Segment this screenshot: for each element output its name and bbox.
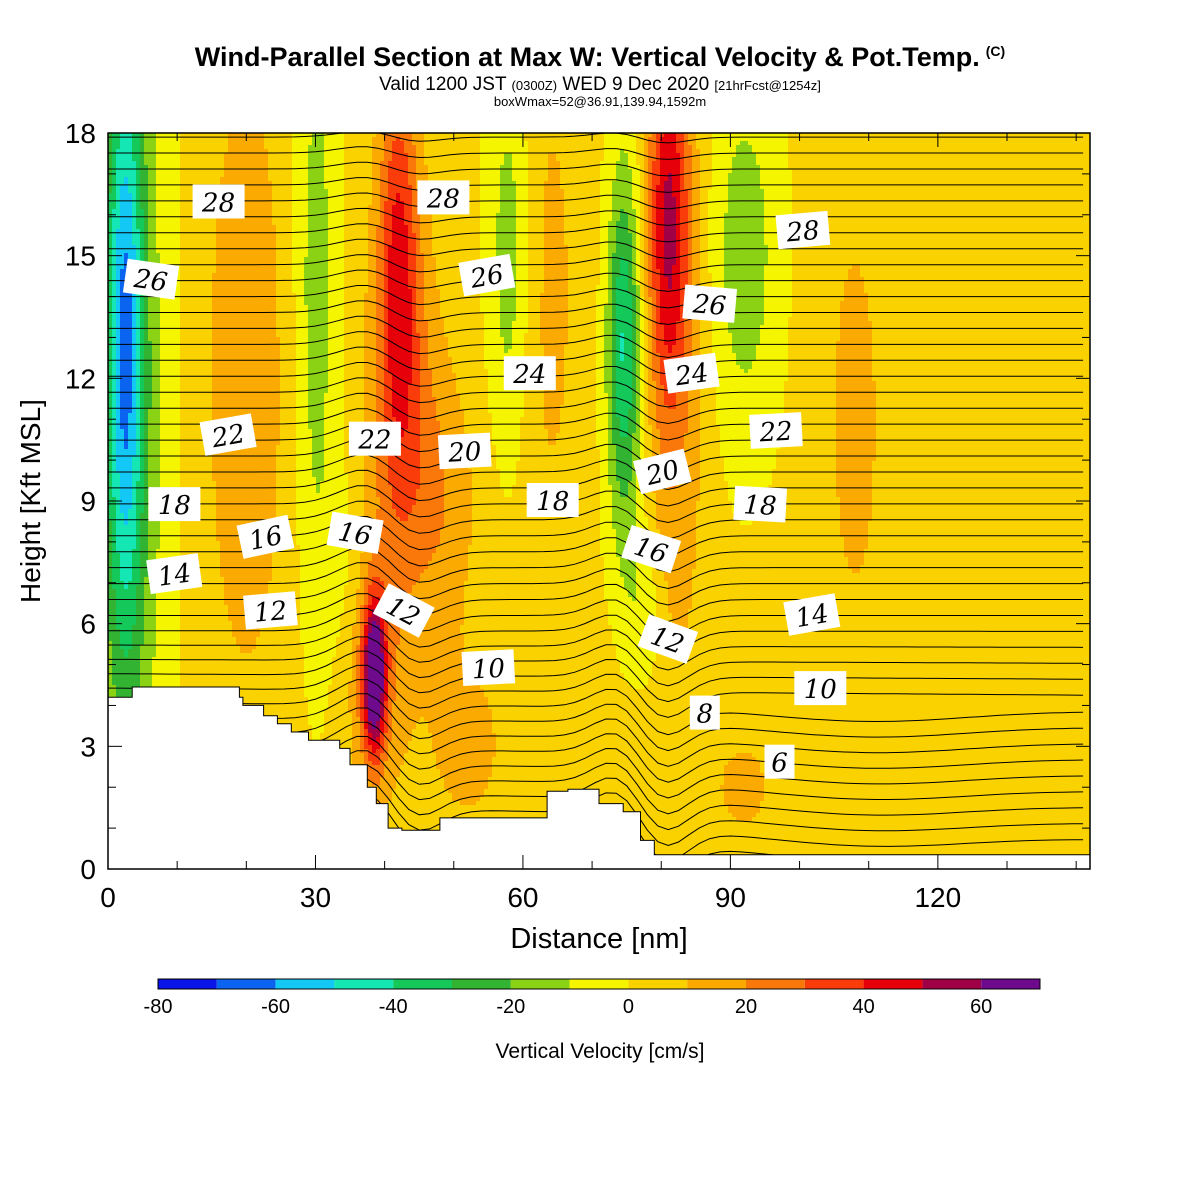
y-tick-label: 18 xyxy=(65,118,96,149)
colorbar-tick-label: 0 xyxy=(623,996,634,1018)
colorbar-swatch xyxy=(276,979,335,989)
y-tick-label: 3 xyxy=(80,731,96,762)
theta-label-text: 24 xyxy=(672,358,710,392)
x-tick-label: 0 xyxy=(100,882,116,913)
colorbar-tick-label: 40 xyxy=(852,996,874,1018)
colorbar: -80 -60 -40 -20 0 20 40 60 xyxy=(144,979,1040,1018)
theta-label: 28 xyxy=(193,185,245,219)
theta-label-text: 22 xyxy=(758,417,794,449)
colorbar-swatch xyxy=(158,979,217,989)
theta-label-text: 28 xyxy=(201,189,235,219)
y-tick-label: 15 xyxy=(65,241,96,272)
x-tick-label: 30 xyxy=(300,882,331,913)
cross-section-chart: 28 282826 262624 2422 22 22202018 18 1816 16 1614… xyxy=(0,0,1200,1200)
colorbar-tick-label: -20 xyxy=(496,996,525,1018)
colorbar-tick-label: -80 xyxy=(144,996,173,1018)
theta-label-text: 12 xyxy=(253,596,289,629)
theta-label-text: 28 xyxy=(784,216,821,249)
theta-label-text: 26 xyxy=(467,259,506,294)
theta-label-text: 18 xyxy=(158,491,191,521)
colorbar-swatch xyxy=(334,979,393,989)
theta-label: 22 xyxy=(749,412,803,449)
theta-label: 20 xyxy=(438,433,492,470)
theta-label: 28 xyxy=(776,211,831,249)
theta-label: 26 xyxy=(123,259,179,300)
colorbar-swatch xyxy=(570,979,629,989)
theta-label: 18 xyxy=(733,486,787,523)
x-tick-label: 120 xyxy=(914,882,961,913)
colorbar-swatch xyxy=(628,979,687,989)
theta-label-text: 14 xyxy=(793,599,831,634)
colorbar-tick-label: -40 xyxy=(379,996,408,1018)
y-axis-label: Height [Kft MSL] xyxy=(15,399,46,603)
theta-label-text: 26 xyxy=(691,289,728,322)
theta-label: 14 xyxy=(146,553,202,594)
colorbar-swatch xyxy=(981,979,1040,989)
colorbar-swatch xyxy=(805,979,864,989)
colorbar-label: Vertical Velocity [cm/s] xyxy=(496,1040,705,1063)
colorbar-swatch xyxy=(746,979,805,989)
theta-label-text: 28 xyxy=(426,184,460,214)
theta-label: 8 xyxy=(690,696,720,730)
colorbar-swatch xyxy=(217,979,276,989)
theta-label: 28 xyxy=(417,180,469,214)
colorbar-tick-label: -60 xyxy=(261,996,290,1018)
theta-label-text: 16 xyxy=(336,517,374,552)
theta-label: 10 xyxy=(794,671,846,705)
theta-label-text: 10 xyxy=(804,675,837,705)
colorbar-swatch xyxy=(687,979,746,989)
theta-label-text: 22 xyxy=(209,419,248,454)
theta-label-text: 20 xyxy=(447,437,483,469)
theta-label-text: 18 xyxy=(536,487,569,517)
x-axis-label: Distance [nm] xyxy=(510,923,687,955)
theta-label-text: 14 xyxy=(156,558,193,592)
y-tick-label: 6 xyxy=(80,609,96,640)
y-tick-label: 9 xyxy=(80,486,96,517)
theta-label-text: 10 xyxy=(471,654,506,686)
colorbar-swatch xyxy=(511,979,570,989)
colorbar-swatch xyxy=(393,979,452,989)
theta-label: 12 xyxy=(243,591,298,629)
theta-label: 26 xyxy=(682,285,737,323)
theta-label-text: 18 xyxy=(743,490,778,522)
theta-label: 18 xyxy=(527,483,579,517)
colorbar-tick-label: 20 xyxy=(735,996,757,1018)
x-tick-label: 90 xyxy=(715,882,746,913)
theta-label: 22 xyxy=(349,422,401,456)
colorbar-swatch xyxy=(452,979,511,989)
theta-label-text: 26 xyxy=(131,264,169,298)
y-tick-label: 12 xyxy=(65,363,96,394)
theta-label: 6 xyxy=(765,745,795,779)
theta-label: 18 xyxy=(148,487,200,521)
x-tick-label: 60 xyxy=(507,882,538,913)
y-tick-label: 0 xyxy=(80,854,96,885)
colorbar-swatch xyxy=(864,979,923,989)
theta-label-text: 24 xyxy=(512,360,546,390)
theta-label-text: 8 xyxy=(697,700,714,730)
theta-label: 24 xyxy=(504,356,556,390)
colorbar-tick-label: 60 xyxy=(970,996,992,1018)
colorbar-swatch xyxy=(922,979,981,989)
theta-label: 10 xyxy=(461,649,515,686)
theta-label-text: 6 xyxy=(771,749,788,779)
theta-label: 24 xyxy=(663,353,719,394)
theta-label-text: 22 xyxy=(357,426,391,456)
